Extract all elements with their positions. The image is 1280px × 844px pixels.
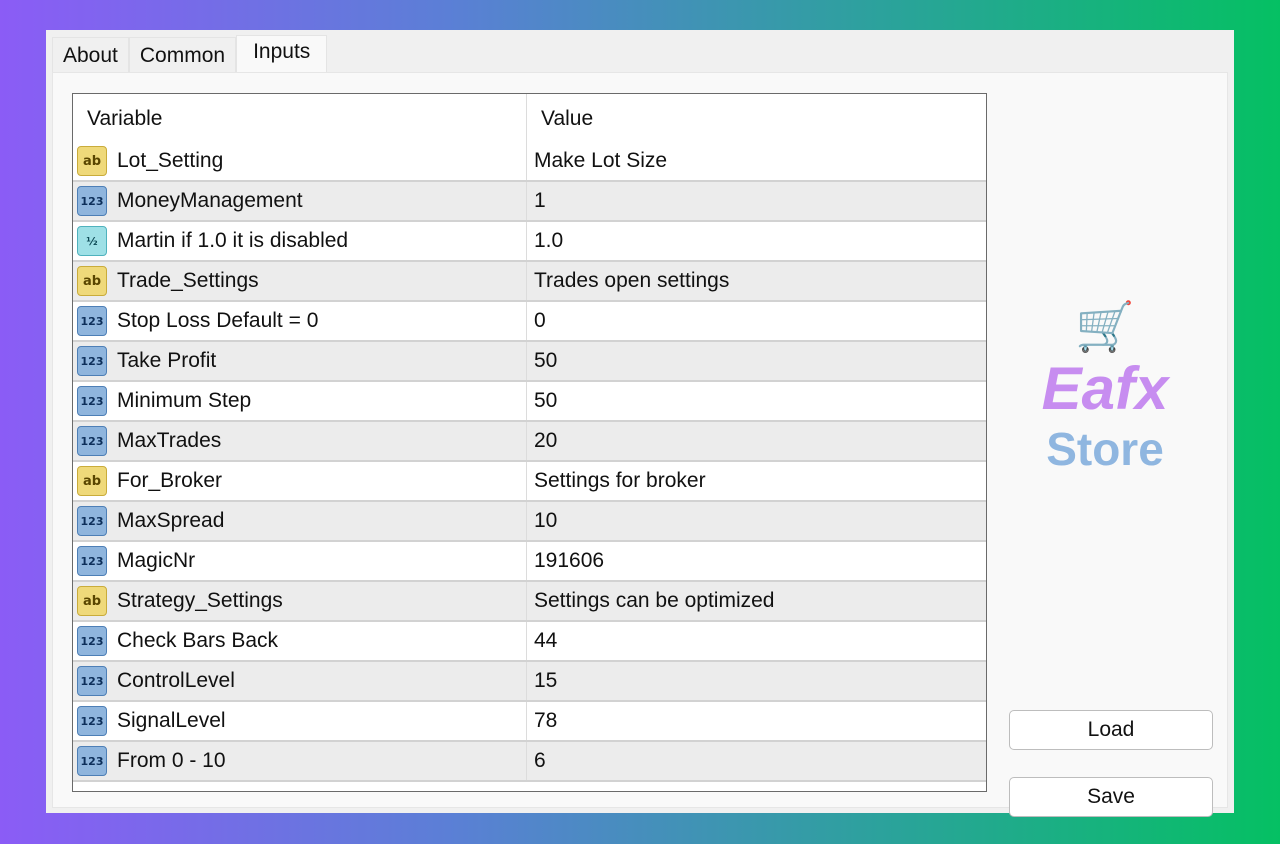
tab-common[interactable]: Common [128, 37, 237, 73]
variable-name: MagicNr [117, 549, 196, 572]
value-cell[interactable]: Trades open settings [534, 269, 730, 292]
variable-cell[interactable]: 123 Take Profit [73, 342, 527, 380]
table-row[interactable]: 123 ControlLevel 15 [73, 662, 986, 702]
variable-name: SignalLevel [117, 709, 226, 732]
tab-about[interactable]: About [52, 37, 129, 73]
table-header: Variable Value [73, 94, 986, 142]
variable-name: Minimum Step [117, 389, 252, 412]
table-row[interactable]: ab Lot_Setting Make Lot Size [73, 142, 986, 182]
value-cell[interactable]: 20 [534, 429, 558, 452]
inputs-table: Variable Value ab Lot_Setting Make Lot Siz… [72, 93, 987, 792]
value-cell[interactable]: 78 [534, 709, 558, 732]
variable-cell[interactable]: 123 From 0 - 10 [73, 742, 527, 780]
table-row[interactable]: 123 Check Bars Back 44 [73, 622, 986, 662]
variable-name: Strategy_Settings [117, 589, 283, 612]
value-cell[interactable]: 191606 [534, 549, 605, 572]
variable-name: Check Bars Back [117, 629, 279, 652]
table-row[interactable]: ½ Martin if 1.0 it is disabled 1.0 [73, 222, 986, 262]
variable-cell[interactable]: 123 Minimum Step [73, 382, 527, 420]
variable-name: MaxTrades [117, 429, 222, 452]
table-row[interactable]: 123 MagicNr 191606 [73, 542, 986, 582]
table-row[interactable]: 123 MoneyManagement 1 [73, 182, 986, 222]
variable-name: Trade_Settings [117, 269, 259, 292]
integer-type-icon: 123 [77, 626, 107, 656]
value-cell[interactable]: 50 [534, 349, 558, 372]
value-cell[interactable]: 10 [534, 509, 558, 532]
table-row[interactable]: 123 From 0 - 10 6 [73, 742, 986, 782]
string-type-icon: ab [77, 266, 107, 296]
variable-cell[interactable]: ab Strategy_Settings [73, 582, 527, 620]
variable-name: Martin if 1.0 it is disabled [117, 229, 349, 252]
variable-cell[interactable]: 123 ControlLevel [73, 662, 527, 700]
column-header-value[interactable]: Value [541, 107, 594, 130]
variable-cell[interactable]: ½ Martin if 1.0 it is disabled [73, 222, 527, 260]
value-cell[interactable]: 50 [534, 389, 558, 412]
variable-cell[interactable]: 123 MaxSpread [73, 502, 527, 540]
variable-name: ControlLevel [117, 669, 235, 692]
value-cell[interactable]: 6 [534, 749, 546, 772]
variable-cell[interactable]: 123 MoneyManagement [73, 182, 527, 220]
table-row[interactable]: ab Trade_Settings Trades open settings [73, 262, 986, 302]
value-cell[interactable]: 15 [534, 669, 558, 692]
variable-cell[interactable]: ab For_Broker [73, 462, 527, 500]
table-row[interactable]: 123 MaxTrades 20 [73, 422, 986, 462]
tab-inputs[interactable]: Inputs [236, 35, 328, 75]
integer-type-icon: 123 [77, 546, 107, 576]
double-type-icon: ½ [77, 226, 107, 256]
table-row[interactable]: 123 Stop Loss Default = 0 0 [73, 302, 986, 342]
integer-type-icon: 123 [77, 386, 107, 416]
value-cell[interactable]: 1.0 [534, 229, 564, 252]
variable-cell[interactable]: ab Trade_Settings [73, 262, 527, 300]
inputs-panel: Variable Value ab Lot_Setting Make Lot Siz… [52, 72, 1228, 817]
integer-type-icon: 123 [77, 426, 107, 456]
load-button[interactable]: Load [1009, 710, 1213, 750]
integer-type-icon: 123 [77, 346, 107, 376]
string-type-icon: ab [77, 466, 107, 496]
inputs-dialog: About Common Inputs Variable Value ab Lot… [46, 30, 1234, 817]
table-body: ab Lot_Setting Make Lot Size 123 MoneyManage… [73, 142, 986, 782]
variable-cell[interactable]: 123 MaxTrades [73, 422, 527, 460]
value-cell[interactable]: 44 [534, 629, 558, 652]
table-row[interactable]: 123 SignalLevel 78 [73, 702, 986, 742]
column-header-variable[interactable]: Variable [73, 94, 527, 142]
string-type-icon: ab [77, 146, 107, 176]
value-cell[interactable]: 1 [534, 189, 546, 212]
variable-cell[interactable]: 123 Stop Loss Default = 0 [73, 302, 527, 340]
table-row[interactable]: ab Strategy_Settings Settings can be optim… [73, 582, 986, 622]
save-button[interactable]: Save [1009, 777, 1213, 817]
value-cell[interactable]: 0 [534, 309, 546, 332]
tab-bar: About Common Inputs [52, 35, 328, 75]
string-type-icon: ab [77, 586, 107, 616]
variable-name: Take Profit [117, 349, 217, 372]
table-row[interactable]: 123 Minimum Step 50 [73, 382, 986, 422]
variable-cell[interactable]: 123 SignalLevel [73, 702, 527, 740]
variable-cell[interactable]: ab Lot_Setting [73, 142, 527, 180]
variable-cell[interactable]: 123 Check Bars Back [73, 622, 527, 660]
value-cell[interactable]: Make Lot Size [534, 149, 668, 172]
variable-name: MoneyManagement [117, 189, 303, 212]
variable-name: MaxSpread [117, 509, 225, 532]
integer-type-icon: 123 [77, 666, 107, 696]
value-cell[interactable]: Settings can be optimized [534, 589, 775, 612]
table-row[interactable]: 123 MaxSpread 10 [73, 502, 986, 542]
variable-name: For_Broker [117, 469, 223, 492]
integer-type-icon: 123 [77, 186, 107, 216]
table-row[interactable]: 123 Take Profit 50 [73, 342, 986, 382]
variable-name: From 0 - 10 [117, 749, 226, 772]
integer-type-icon: 123 [77, 306, 107, 336]
integer-type-icon: 123 [77, 706, 107, 736]
variable-name: Stop Loss Default = 0 [117, 309, 319, 332]
table-row[interactable]: ab For_Broker Settings for broker [73, 462, 986, 502]
integer-type-icon: 123 [77, 506, 107, 536]
variable-name: Lot_Setting [117, 149, 224, 172]
integer-type-icon: 123 [77, 746, 107, 776]
value-cell[interactable]: Settings for broker [534, 469, 706, 492]
variable-cell[interactable]: 123 MagicNr [73, 542, 527, 580]
